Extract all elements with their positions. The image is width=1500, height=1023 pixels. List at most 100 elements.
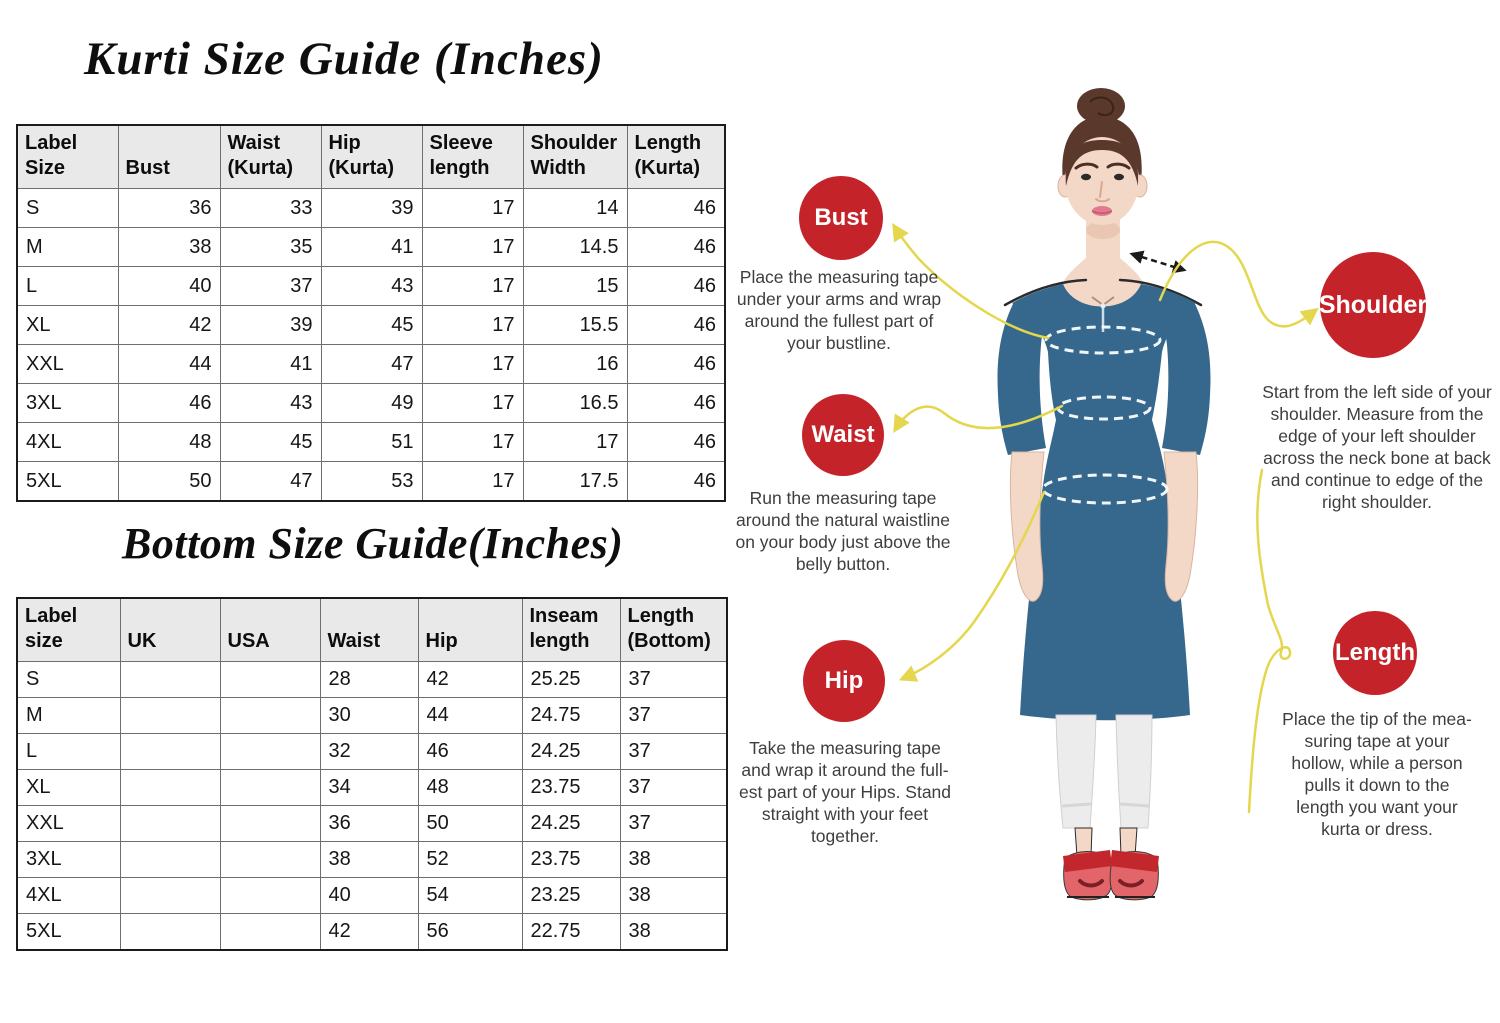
figure-left-shoe-strap <box>1063 850 1112 872</box>
bottom-size-table: Label size UK USA Waist Hip Inseam length Leng… <box>16 597 728 951</box>
value-cell: 45 <box>219 422 322 462</box>
value-cell: 28 <box>319 661 419 698</box>
value-cell: 38 <box>619 877 728 914</box>
value-cell: 46 <box>626 266 726 306</box>
value-cell: 17 <box>421 461 524 502</box>
value-cell: 36 <box>117 188 221 228</box>
header-row: Label size UK USA Waist Hip Inseam length Leng… <box>16 597 728 662</box>
figure-right-ankle <box>1119 827 1138 857</box>
value-cell <box>219 733 321 770</box>
figure-right-eye <box>1114 173 1124 181</box>
value-cell <box>119 805 221 842</box>
size-label-cell: 3XL <box>16 383 119 423</box>
value-cell: 17 <box>421 422 524 462</box>
size-label-cell: 5XL <box>16 913 121 951</box>
shoulder-measure-arrow <box>1129 250 1187 274</box>
value-cell: 25.25 <box>521 661 621 698</box>
size-label-cell: S <box>16 188 119 228</box>
value-cell: 42 <box>319 913 419 951</box>
value-cell <box>219 913 321 951</box>
size-label-cell: M <box>16 697 121 734</box>
value-cell: 39 <box>219 305 322 345</box>
size-label-cell: 5XL <box>16 461 119 502</box>
value-cell: 16.5 <box>522 383 628 423</box>
figure-neck-skin <box>1059 212 1147 320</box>
hip-instructions: Take the measuring tape and wrap it arou… <box>738 738 952 846</box>
value-cell <box>119 877 221 914</box>
value-cell: 46 <box>626 227 726 267</box>
figure-nose <box>1095 181 1110 203</box>
size-label-cell: 4XL <box>16 877 121 914</box>
column-header: UK <box>119 597 221 662</box>
value-cell <box>219 877 321 914</box>
value-cell: 42 <box>117 305 221 345</box>
bust-instructions: Place the measuring tape under your arms… <box>736 267 942 353</box>
value-cell: 50 <box>417 805 523 842</box>
value-cell: 15.5 <box>522 305 628 345</box>
header-row: Label Size Bust Waist (Kurta) Hip (Kurta) Sl… <box>16 124 726 189</box>
figure-button <box>1100 303 1106 309</box>
column-header: Sleeve length <box>421 124 524 189</box>
value-cell: 17 <box>421 266 524 306</box>
table-row: XXL 36 50 24.25 37 <box>16 805 728 842</box>
value-cell: 15 <box>522 266 628 306</box>
value-cell: 38 <box>319 841 419 878</box>
bust-measure-ellipse <box>1044 325 1162 355</box>
bottom-size-guide-title: Bottom Size Guide(Inches) <box>122 519 624 568</box>
table-row: XL 34 48 23.75 37 <box>16 769 728 806</box>
value-cell: 46 <box>626 305 726 345</box>
length-instructions: Place the tip of the mea- suring tape at… <box>1282 709 1472 839</box>
value-cell <box>219 805 321 842</box>
table-row: L 32 46 24.25 37 <box>16 733 728 770</box>
value-cell: 51 <box>320 422 423 462</box>
value-cell <box>119 733 221 770</box>
value-cell: 23.25 <box>521 877 621 914</box>
value-cell: 46 <box>626 461 726 502</box>
figure-right-shoe <box>1109 851 1159 901</box>
value-cell: 46 <box>626 383 726 423</box>
shoulder-connector-line <box>1158 240 1319 328</box>
column-header: Inseam length <box>521 597 621 662</box>
value-cell <box>119 841 221 878</box>
value-cell <box>219 697 321 734</box>
shoulder-instructions: Start from the left side of your shoulde… <box>1262 382 1492 512</box>
value-cell: 48 <box>117 422 221 462</box>
figure-right-ear <box>1132 174 1148 198</box>
size-label-cell: S <box>16 661 121 698</box>
figure-left-forearm <box>1009 451 1045 602</box>
column-header: Waist <box>319 597 419 662</box>
value-cell: 37 <box>219 266 322 306</box>
hip-badge: Hip <box>803 640 885 722</box>
value-cell: 46 <box>626 344 726 384</box>
value-cell: 46 <box>626 188 726 228</box>
value-cell: 40 <box>117 266 221 306</box>
value-cell: 17 <box>421 344 524 384</box>
value-cell <box>219 769 321 806</box>
figure-right-forearm <box>1163 451 1199 602</box>
figure-lip-line <box>1091 210 1113 214</box>
size-label-cell: XXL <box>16 805 121 842</box>
bust-badge: Bust <box>799 176 883 260</box>
value-cell: 49 <box>320 383 423 423</box>
value-cell: 41 <box>219 344 322 384</box>
value-cell: 37 <box>619 733 728 770</box>
size-label-cell: M <box>16 227 119 267</box>
column-header: Waist (Kurta) <box>219 124 322 189</box>
table-row: M 38 35 41 17 14.5 46 <box>16 227 726 267</box>
value-cell: 34 <box>319 769 419 806</box>
value-cell: 37 <box>619 805 728 842</box>
value-cell: 53 <box>320 461 423 502</box>
figure-shoe-toe-lines <box>1078 879 1144 888</box>
figure-kurta-dress <box>1012 284 1196 721</box>
table-row: 5XL 42 56 22.75 38 <box>16 913 728 951</box>
figure-left-sleeve <box>997 302 1052 455</box>
waist-badge: Waist <box>802 394 884 476</box>
value-cell: 47 <box>219 461 322 502</box>
value-cell: 56 <box>417 913 523 951</box>
value-cell: 16 <box>522 344 628 384</box>
column-header: Shoulder Width <box>522 124 628 189</box>
column-header: Length (Kurta) <box>626 124 726 189</box>
value-cell: 37 <box>619 697 728 734</box>
column-header: Bust <box>117 124 221 189</box>
value-cell <box>219 841 321 878</box>
